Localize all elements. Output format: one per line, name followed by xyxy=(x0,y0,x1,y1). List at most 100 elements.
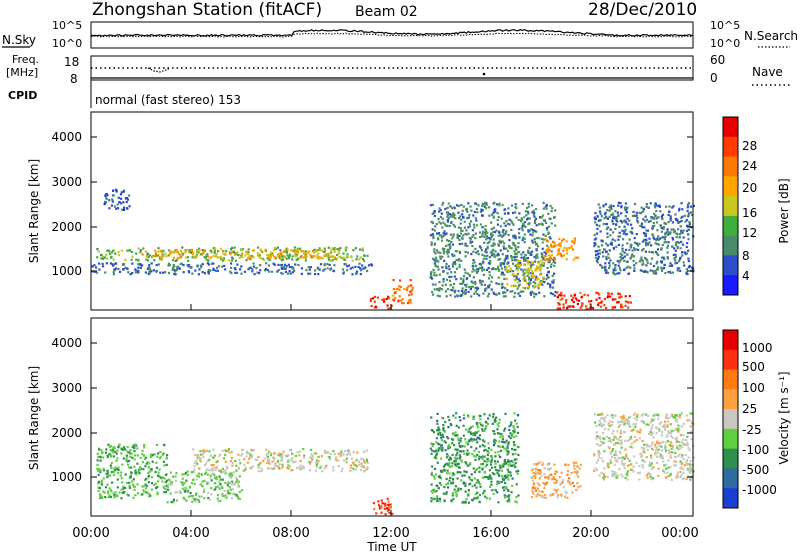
power-cell xyxy=(675,218,678,221)
power-cell xyxy=(263,269,267,272)
velocity-cell xyxy=(614,414,617,417)
power-cell xyxy=(317,256,320,259)
colorbar-segment xyxy=(723,448,738,469)
power-cell xyxy=(609,243,612,246)
velocity-cell xyxy=(675,476,678,479)
velocity-cell xyxy=(223,489,226,492)
velocity-cell xyxy=(103,491,106,494)
velocity-cell xyxy=(290,459,293,462)
velocity-cell xyxy=(660,434,663,437)
velocity-cell xyxy=(272,467,275,470)
power-cell xyxy=(473,226,476,229)
velocity-cell xyxy=(451,453,454,456)
power-cell xyxy=(532,281,535,284)
power-cell xyxy=(297,257,300,260)
power-cell xyxy=(593,216,596,219)
power-cell xyxy=(273,263,276,266)
velocity-cell xyxy=(448,458,451,461)
velocity-cell xyxy=(123,490,126,494)
velocity-cell xyxy=(616,460,619,463)
velocity-cell xyxy=(547,462,551,465)
power-cell xyxy=(446,220,449,223)
power-cell xyxy=(540,237,543,240)
power-cell xyxy=(649,269,652,272)
power-cell xyxy=(439,234,443,237)
velocity-cell xyxy=(151,460,154,463)
velocity-cell xyxy=(508,460,511,463)
velocity-cell xyxy=(176,491,179,494)
velocity-cell xyxy=(571,491,574,494)
power-cell xyxy=(498,239,501,242)
power-cell xyxy=(533,237,536,240)
power-cell xyxy=(439,222,443,225)
power-cell xyxy=(105,262,108,265)
power-cell xyxy=(522,278,525,281)
velocity-cell xyxy=(142,485,145,488)
velocity-cell xyxy=(639,452,643,455)
velocity-cell xyxy=(511,477,514,480)
power-cell xyxy=(338,255,342,258)
velocity-cell xyxy=(451,494,454,497)
power-cell xyxy=(110,204,113,207)
velocity-cell xyxy=(633,455,636,458)
power-cell xyxy=(109,262,112,265)
power-cell xyxy=(503,208,507,211)
velocity-cell xyxy=(159,450,162,454)
velocity-cell xyxy=(544,496,547,499)
power-cell xyxy=(449,283,453,286)
velocity-cell xyxy=(471,498,474,501)
power-cell xyxy=(552,281,555,284)
power-cell xyxy=(314,269,317,272)
power-cell xyxy=(468,222,471,225)
power-cell xyxy=(621,250,624,253)
power-cell xyxy=(293,269,296,272)
power-cell xyxy=(550,246,553,249)
velocity-cell xyxy=(459,455,462,459)
velocity-cell xyxy=(274,461,277,465)
velocity-cell xyxy=(270,454,273,457)
power-cell xyxy=(472,262,475,265)
velocity-cell xyxy=(471,439,474,443)
power-cell xyxy=(624,202,627,205)
velocity-cell xyxy=(448,465,451,468)
velocity-cell xyxy=(110,455,113,458)
power-cell xyxy=(539,269,542,272)
velocity-cell xyxy=(443,440,446,443)
power-cell xyxy=(621,244,624,247)
power-cell xyxy=(537,223,540,226)
velocity-cell xyxy=(649,473,652,476)
velocity-cell xyxy=(475,422,478,425)
power-cell xyxy=(252,256,255,259)
velocity-cell xyxy=(499,449,503,452)
power-cell xyxy=(445,267,448,270)
power-cell xyxy=(496,252,500,255)
power-cell xyxy=(101,265,105,268)
power-cell xyxy=(478,279,482,282)
velocity-cell xyxy=(536,482,540,485)
power-cell xyxy=(467,290,470,293)
power-cell xyxy=(669,262,672,265)
velocity-cell xyxy=(622,464,625,467)
velocity-cell xyxy=(457,487,460,490)
velocity-cell xyxy=(459,440,462,443)
power-cell xyxy=(603,298,606,301)
velocity-cell xyxy=(439,477,442,480)
velocity-cell xyxy=(514,448,517,451)
power-cell xyxy=(438,289,441,292)
power-cell xyxy=(444,283,447,286)
velocity-cell xyxy=(207,496,210,500)
velocity-cell xyxy=(259,462,262,465)
power-cell xyxy=(469,237,472,241)
velocity-cell xyxy=(456,477,459,480)
velocity-cell xyxy=(291,469,294,472)
velocity-cell xyxy=(429,447,432,450)
velocity-cell xyxy=(492,492,495,495)
velocity-cell xyxy=(670,442,673,445)
power-cell xyxy=(523,224,526,227)
velocity-cell xyxy=(108,474,111,477)
velocity-cell xyxy=(214,469,217,472)
power-cell xyxy=(443,250,446,253)
velocity-cell xyxy=(626,418,629,421)
power-cell xyxy=(474,217,477,220)
velocity-cell xyxy=(106,471,109,474)
